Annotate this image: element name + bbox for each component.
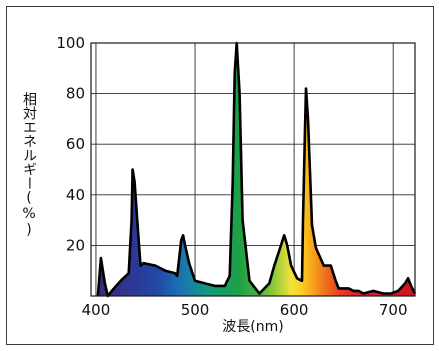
plot-border <box>90 42 416 297</box>
plot-area-border <box>90 42 416 297</box>
y-tick-label-40: 40 <box>66 186 85 204</box>
x-tick-labels: 400 500 600 700 <box>82 301 408 319</box>
y-tick-label-60: 60 <box>66 135 85 153</box>
spectrum-outline <box>96 41 417 298</box>
y-tick-label-80: 80 <box>66 85 85 103</box>
x-tick-label-400: 400 <box>82 301 111 319</box>
y-tick-label-20: 20 <box>66 236 85 254</box>
y-tick-label-100: 100 <box>56 34 85 52</box>
x-tick-label-600: 600 <box>280 301 309 319</box>
y-axis-label: 相対エネルギー(%) <box>21 92 37 238</box>
x-tick-label-700: 700 <box>379 301 408 319</box>
y-tick-labels: 20 40 60 80 100 <box>56 34 85 254</box>
x-axis-label: 波長(nm) <box>222 319 283 335</box>
x-tick-label-500: 500 <box>181 301 210 319</box>
chart-frame <box>6 6 434 345</box>
spectrum-fill <box>97 43 416 296</box>
spectrum-area <box>96 41 417 298</box>
